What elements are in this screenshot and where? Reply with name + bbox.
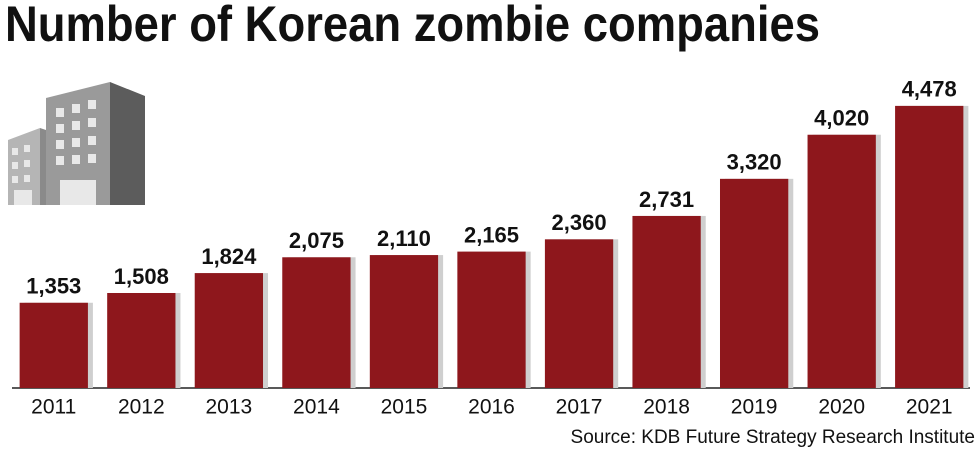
bar — [719, 178, 789, 388]
x-tick-label: 2018 — [643, 396, 690, 419]
value-label: 4,020 — [814, 106, 869, 131]
chart-title: Number of Korean zombie companies — [5, 0, 820, 52]
bar — [807, 134, 876, 388]
x-tick-label: 2014 — [293, 396, 340, 419]
x-tick-label: 2016 — [468, 396, 515, 419]
x-tick-label: 2019 — [731, 396, 778, 419]
value-label: 2,731 — [639, 187, 694, 212]
x-tick-label: 2017 — [556, 396, 603, 419]
x-tick-label: 2021 — [906, 396, 953, 419]
x-tick-label: 2013 — [206, 396, 253, 419]
bar — [544, 239, 614, 388]
value-label: 1,353 — [26, 274, 81, 299]
x-tick-label: 2011 — [31, 396, 76, 419]
bar — [194, 273, 264, 388]
value-label: 3,320 — [727, 150, 782, 175]
value-label: 2,075 — [289, 228, 344, 253]
value-label: 2,110 — [377, 226, 431, 251]
bar — [895, 105, 964, 389]
bar — [107, 292, 176, 388]
x-tick-label: 2020 — [818, 396, 865, 419]
bar — [632, 215, 701, 388]
value-label: 1,508 — [114, 264, 169, 289]
value-label: 2,165 — [464, 222, 519, 247]
bar — [369, 255, 439, 388]
bar — [457, 251, 526, 388]
x-tick-label: 2012 — [118, 396, 165, 419]
bar — [282, 257, 351, 388]
value-label: 2,360 — [552, 210, 607, 235]
bar — [19, 302, 88, 388]
value-label: 1,824 — [201, 244, 257, 269]
building-icon — [8, 82, 145, 205]
x-tick-label: 2015 — [381, 396, 428, 419]
source-note: Source: KDB Future Strategy Research Ins… — [571, 427, 975, 448]
value-label: 4,478 — [902, 77, 957, 102]
